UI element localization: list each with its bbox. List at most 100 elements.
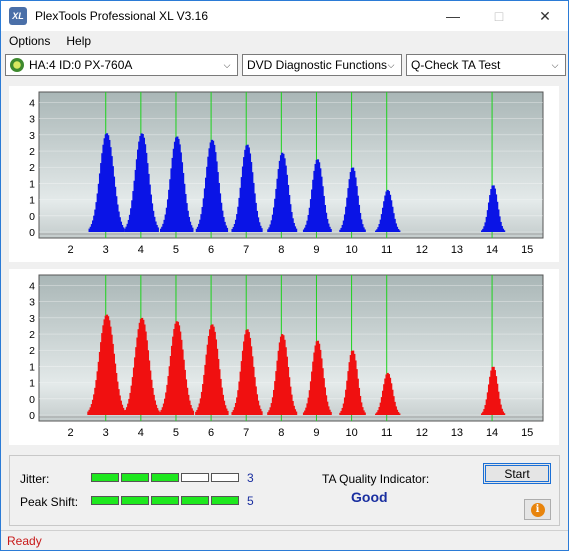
y-tick-label: 3 (29, 114, 35, 126)
bar (127, 219, 130, 232)
top-chart-panel: 0 0 1 1 2 2 3 3 4 2 3 4 5 6 7 8 9 10 11 12 13 14 15 (9, 86, 559, 262)
bar (492, 185, 495, 232)
test-select[interactable]: Q-Check TA Test ⌵ (406, 54, 566, 76)
bar (340, 410, 343, 415)
title-bar[interactable]: XL PlexTools Professional XL V3.16 — □ ✕ (1, 1, 568, 31)
x-tick-label: 7 (243, 427, 249, 439)
bar (205, 177, 208, 232)
jitter-meter-cell (121, 473, 149, 482)
x-tick-label: 7 (243, 244, 249, 256)
bar (379, 402, 382, 415)
bar (130, 208, 133, 232)
bar (380, 214, 384, 232)
bar (134, 357, 137, 415)
bar (237, 206, 240, 232)
bar (219, 378, 222, 415)
bar (93, 215, 96, 232)
start-button[interactable]: Start (483, 463, 551, 484)
bar (244, 149, 247, 232)
bar (275, 188, 278, 232)
bar (185, 203, 188, 232)
maximize-button[interactable]: □ (476, 1, 522, 31)
bar (247, 332, 250, 415)
minimize-button[interactable]: — (430, 1, 476, 31)
bar (309, 199, 313, 232)
x-tick-label: 9 (313, 244, 319, 256)
bar (485, 399, 488, 415)
bar (391, 389, 394, 415)
bar (343, 214, 347, 232)
peak-shift-meter-cell (211, 496, 239, 505)
bar (220, 202, 223, 232)
bar (131, 200, 134, 232)
window-title: PlexTools Professional XL V3.16 (35, 9, 208, 23)
y-tick-label: 2 (29, 329, 35, 341)
menu-options[interactable]: Options (9, 34, 51, 48)
bar (323, 387, 327, 415)
bar (211, 140, 215, 232)
bar (497, 209, 500, 232)
bar (97, 183, 100, 232)
bar (248, 337, 252, 415)
bar (120, 404, 124, 415)
close-button[interactable]: ✕ (522, 1, 568, 31)
bar (118, 395, 121, 415)
bar (90, 404, 93, 415)
bar (320, 358, 323, 415)
bar (138, 141, 141, 232)
function-select[interactable]: DVD Diagnostic Functions ⌵ (242, 54, 402, 76)
bar (206, 344, 209, 415)
bar (501, 411, 505, 415)
bar (258, 405, 261, 415)
status-text: Ready (7, 533, 42, 548)
bar (392, 396, 395, 415)
bar (277, 350, 280, 415)
bar (319, 168, 322, 232)
y-tick-label: 0 (29, 394, 35, 406)
bar (169, 179, 172, 232)
bar (381, 390, 385, 415)
x-tick-label: 5 (173, 244, 179, 256)
drive-select[interactable]: HA:4 ID:0 PX-760A ⌵ (5, 54, 238, 76)
bar (180, 162, 184, 232)
bar (349, 172, 352, 232)
bar (186, 210, 189, 232)
bar (489, 195, 492, 232)
toolbar: HA:4 ID:0 PX-760A ⌵ DVD Diagnostic Funct… (1, 54, 568, 78)
info-button[interactable]: i (524, 499, 551, 520)
bar (312, 361, 315, 415)
bar (353, 170, 356, 232)
bar (339, 412, 342, 415)
bar (343, 397, 347, 415)
bar (245, 330, 248, 415)
bar (196, 226, 200, 232)
bar (105, 314, 109, 415)
chevron-down-icon: ⌵ (387, 59, 395, 70)
menu-help[interactable]: Help (66, 34, 92, 48)
bar (165, 207, 168, 232)
bar (142, 137, 146, 232)
bar (284, 347, 287, 415)
bar (376, 229, 379, 232)
bar (292, 405, 295, 415)
y-tick-label: 1 (29, 378, 35, 390)
bar (143, 324, 146, 415)
bar (88, 228, 91, 232)
bar (103, 138, 106, 232)
bar (134, 169, 137, 232)
bar (109, 147, 112, 232)
ta-quality-label: TA Quality Indicator: (322, 472, 430, 486)
bar (89, 407, 92, 415)
bar (232, 410, 235, 415)
bar (312, 179, 315, 232)
bar (154, 404, 158, 415)
bar (139, 136, 142, 232)
bar (251, 172, 254, 232)
x-tick-label: 11 (381, 244, 392, 256)
bar (241, 350, 245, 415)
bottom-chart-panel: 0 0 1 1 2 2 3 3 4 2 3 4 5 6 7 8 9 10 11 12 13 14 15 (9, 269, 559, 445)
bar (247, 147, 250, 232)
bar (188, 400, 191, 415)
y-tick-label: 0 (29, 227, 35, 239)
bar (358, 212, 362, 232)
